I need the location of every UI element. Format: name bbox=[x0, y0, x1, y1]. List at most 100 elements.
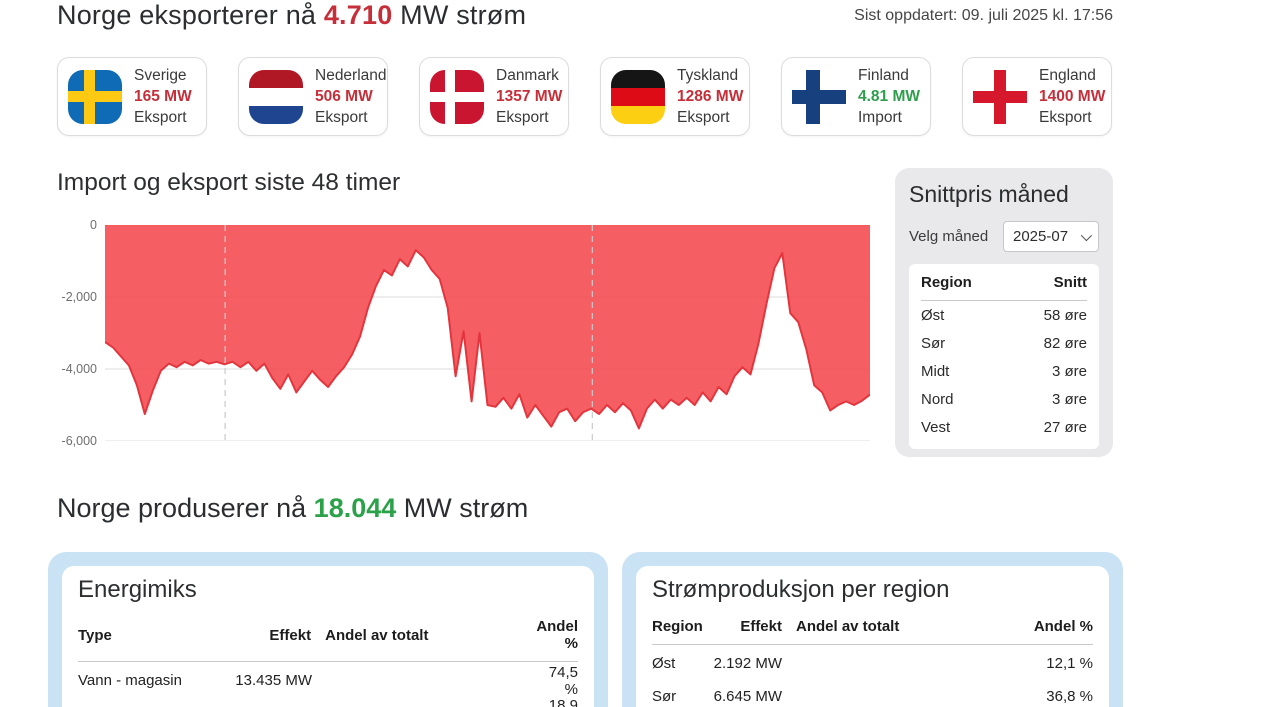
card-value: 1286 MW bbox=[677, 88, 744, 105]
energy-effekt: 3.411 MW bbox=[226, 705, 312, 707]
region-name: Øst bbox=[652, 655, 676, 672]
col-andel-pct: Andel % bbox=[1033, 618, 1093, 635]
card-value: 4.81 MW bbox=[858, 88, 921, 105]
export-card-danmark[interactable]: Danmark 1357 MW Eksport bbox=[419, 57, 569, 136]
netherlands-flag-icon bbox=[249, 69, 303, 124]
card-direction: Eksport bbox=[677, 109, 730, 126]
price-row: Sør 82 øre bbox=[921, 329, 1087, 357]
title-prefix: Norge eksporterer nå bbox=[57, 0, 317, 30]
region-name: Sør bbox=[652, 688, 677, 705]
col-andel-av-totalt: Andel av totalt bbox=[325, 626, 429, 644]
export-area-chart-svg[interactable] bbox=[105, 225, 870, 441]
region-row: Øst 2.192 MW 12,1 % bbox=[652, 647, 1093, 680]
card-direction: Import bbox=[858, 109, 902, 126]
export-cards-row: Sverige 165 MW Eksport Nederland 506 MW … bbox=[57, 57, 1112, 136]
month-select-value: 2025-07 bbox=[1013, 228, 1069, 245]
col-andel-pct: Andel % bbox=[536, 618, 578, 652]
month-select[interactable]: 2025-07 bbox=[1003, 221, 1099, 252]
price-row: Nord 3 øre bbox=[921, 385, 1087, 413]
card-country: Nederland bbox=[315, 67, 387, 84]
month-select-label: Velg måned bbox=[909, 228, 989, 245]
export-total-value: 4.710 bbox=[323, 0, 393, 30]
price-row: Øst 58 øre bbox=[921, 301, 1087, 329]
energimiks-panel: Energimiks Type Effekt Andel av totalt A… bbox=[62, 566, 594, 707]
price-value: 27 øre bbox=[1043, 418, 1087, 436]
region-production-frame: Strømproduksjon per region Region Effekt… bbox=[622, 552, 1123, 707]
energimiks-title: Energimiks bbox=[78, 576, 197, 603]
export-card-nederland[interactable]: Nederland 506 MW Eksport bbox=[238, 57, 388, 136]
chevron-down-icon bbox=[1080, 229, 1093, 241]
germany-flag-icon bbox=[611, 69, 665, 124]
card-direction: Eksport bbox=[496, 109, 549, 126]
production-title: Norge produserer nå 18.044 MW strøm bbox=[57, 493, 528, 524]
export-card-england[interactable]: England 1400 MW Eksport bbox=[962, 57, 1112, 136]
energy-type: Vann - elv bbox=[78, 705, 226, 707]
price-region: Midt bbox=[921, 362, 950, 380]
chart-section-title: Import og eksport siste 48 timer bbox=[57, 169, 401, 196]
energy-effekt: 13.435 MW bbox=[235, 672, 312, 689]
card-direction: Eksport bbox=[1039, 109, 1092, 126]
col-andel-av-totalt: Andel av totalt bbox=[796, 618, 900, 635]
card-value: 1400 MW bbox=[1039, 88, 1106, 105]
energy-pct: 74,5 % bbox=[548, 663, 578, 698]
region-pct: 36,8 % bbox=[1046, 688, 1093, 705]
col-region: Region bbox=[652, 618, 703, 635]
price-table: Region Snitt Øst 58 øre Sør 82 øre Midt 3 ø… bbox=[909, 264, 1099, 449]
col-effekt: Effekt bbox=[740, 618, 782, 635]
region-pct: 12,1 % bbox=[1046, 655, 1093, 672]
y-tick: 0 bbox=[90, 218, 97, 232]
card-direction: Eksport bbox=[134, 109, 187, 126]
chart-y-axis: 0 -2,000 -4,000 -6,000 bbox=[57, 218, 97, 448]
denmark-flag-icon bbox=[430, 69, 484, 124]
price-panel: Snittpris måned Velg måned 2025-07 Regio… bbox=[895, 168, 1113, 457]
price-value: 82 øre bbox=[1043, 334, 1087, 352]
title-suffix: MW strøm bbox=[400, 0, 527, 30]
col-type: Type bbox=[78, 626, 112, 644]
price-region: Vest bbox=[921, 418, 951, 436]
y-tick: -6,000 bbox=[61, 434, 97, 448]
export-chart: 0 -2,000 -4,000 -6,000 bbox=[57, 218, 871, 448]
last-updated-text: Sist oppdatert: 09. juli 2025 kl. 17:56 bbox=[854, 7, 1113, 24]
region-effekt: 6.645 MW bbox=[713, 688, 782, 705]
card-country: Tyskland bbox=[677, 67, 739, 84]
export-card-sverige[interactable]: Sverige 165 MW Eksport bbox=[57, 57, 207, 136]
col-effekt: Effekt bbox=[269, 626, 312, 644]
export-card-tyskland[interactable]: Tyskland 1286 MW Eksport bbox=[600, 57, 750, 136]
card-direction: Eksport bbox=[315, 109, 368, 126]
region-effekt: 2.192 MW bbox=[713, 655, 782, 672]
sweden-flag-icon bbox=[68, 69, 122, 124]
price-region: Sør bbox=[921, 334, 946, 352]
price-value: 3 øre bbox=[1051, 362, 1087, 380]
y-tick: -2,000 bbox=[61, 290, 97, 304]
card-value: 165 MW bbox=[134, 88, 192, 105]
finland-flag-icon bbox=[792, 69, 846, 124]
energimiks-row: Vann - magasin 13.435 MW 74,5 % bbox=[78, 663, 578, 698]
price-row: Midt 3 øre bbox=[921, 357, 1087, 385]
card-country: England bbox=[1039, 67, 1096, 84]
production-prefix: Norge produserer nå bbox=[57, 493, 307, 523]
production-suffix: MW strøm bbox=[403, 493, 529, 523]
price-region: Nord bbox=[921, 390, 954, 408]
region-row: Sør 6.645 MW 36,8 % bbox=[652, 680, 1093, 707]
production-total-value: 18.044 bbox=[313, 493, 397, 523]
card-country: Sverige bbox=[134, 67, 187, 84]
energy-type: Vann - magasin bbox=[78, 672, 182, 689]
card-country: Finland bbox=[858, 67, 909, 84]
y-tick: -4,000 bbox=[61, 362, 97, 376]
region-production-panel: Strømproduksjon per region Region Effekt… bbox=[636, 566, 1109, 707]
card-value: 1357 MW bbox=[496, 88, 563, 105]
card-country: Danmark bbox=[496, 67, 559, 84]
energy-pct: 18,9 % bbox=[548, 696, 578, 707]
card-value: 506 MW bbox=[315, 88, 373, 105]
price-col-snitt: Snitt bbox=[1053, 274, 1087, 291]
price-region: Øst bbox=[921, 306, 945, 324]
energimiks-frame: Energimiks Type Effekt Andel av totalt A… bbox=[48, 552, 608, 707]
energimiks-row: Vann - elv 3.411 MW 18,9 % bbox=[78, 697, 578, 707]
region-production-title: Strømproduksjon per region bbox=[652, 576, 950, 603]
price-value: 3 øre bbox=[1051, 390, 1087, 408]
export-card-finland[interactable]: Finland 4.81 MW Import bbox=[781, 57, 931, 136]
page-title: Norge eksporterer nå 4.710 MW strøm bbox=[57, 0, 526, 31]
price-row: Vest 27 øre bbox=[921, 413, 1087, 441]
price-col-region: Region bbox=[921, 274, 972, 291]
